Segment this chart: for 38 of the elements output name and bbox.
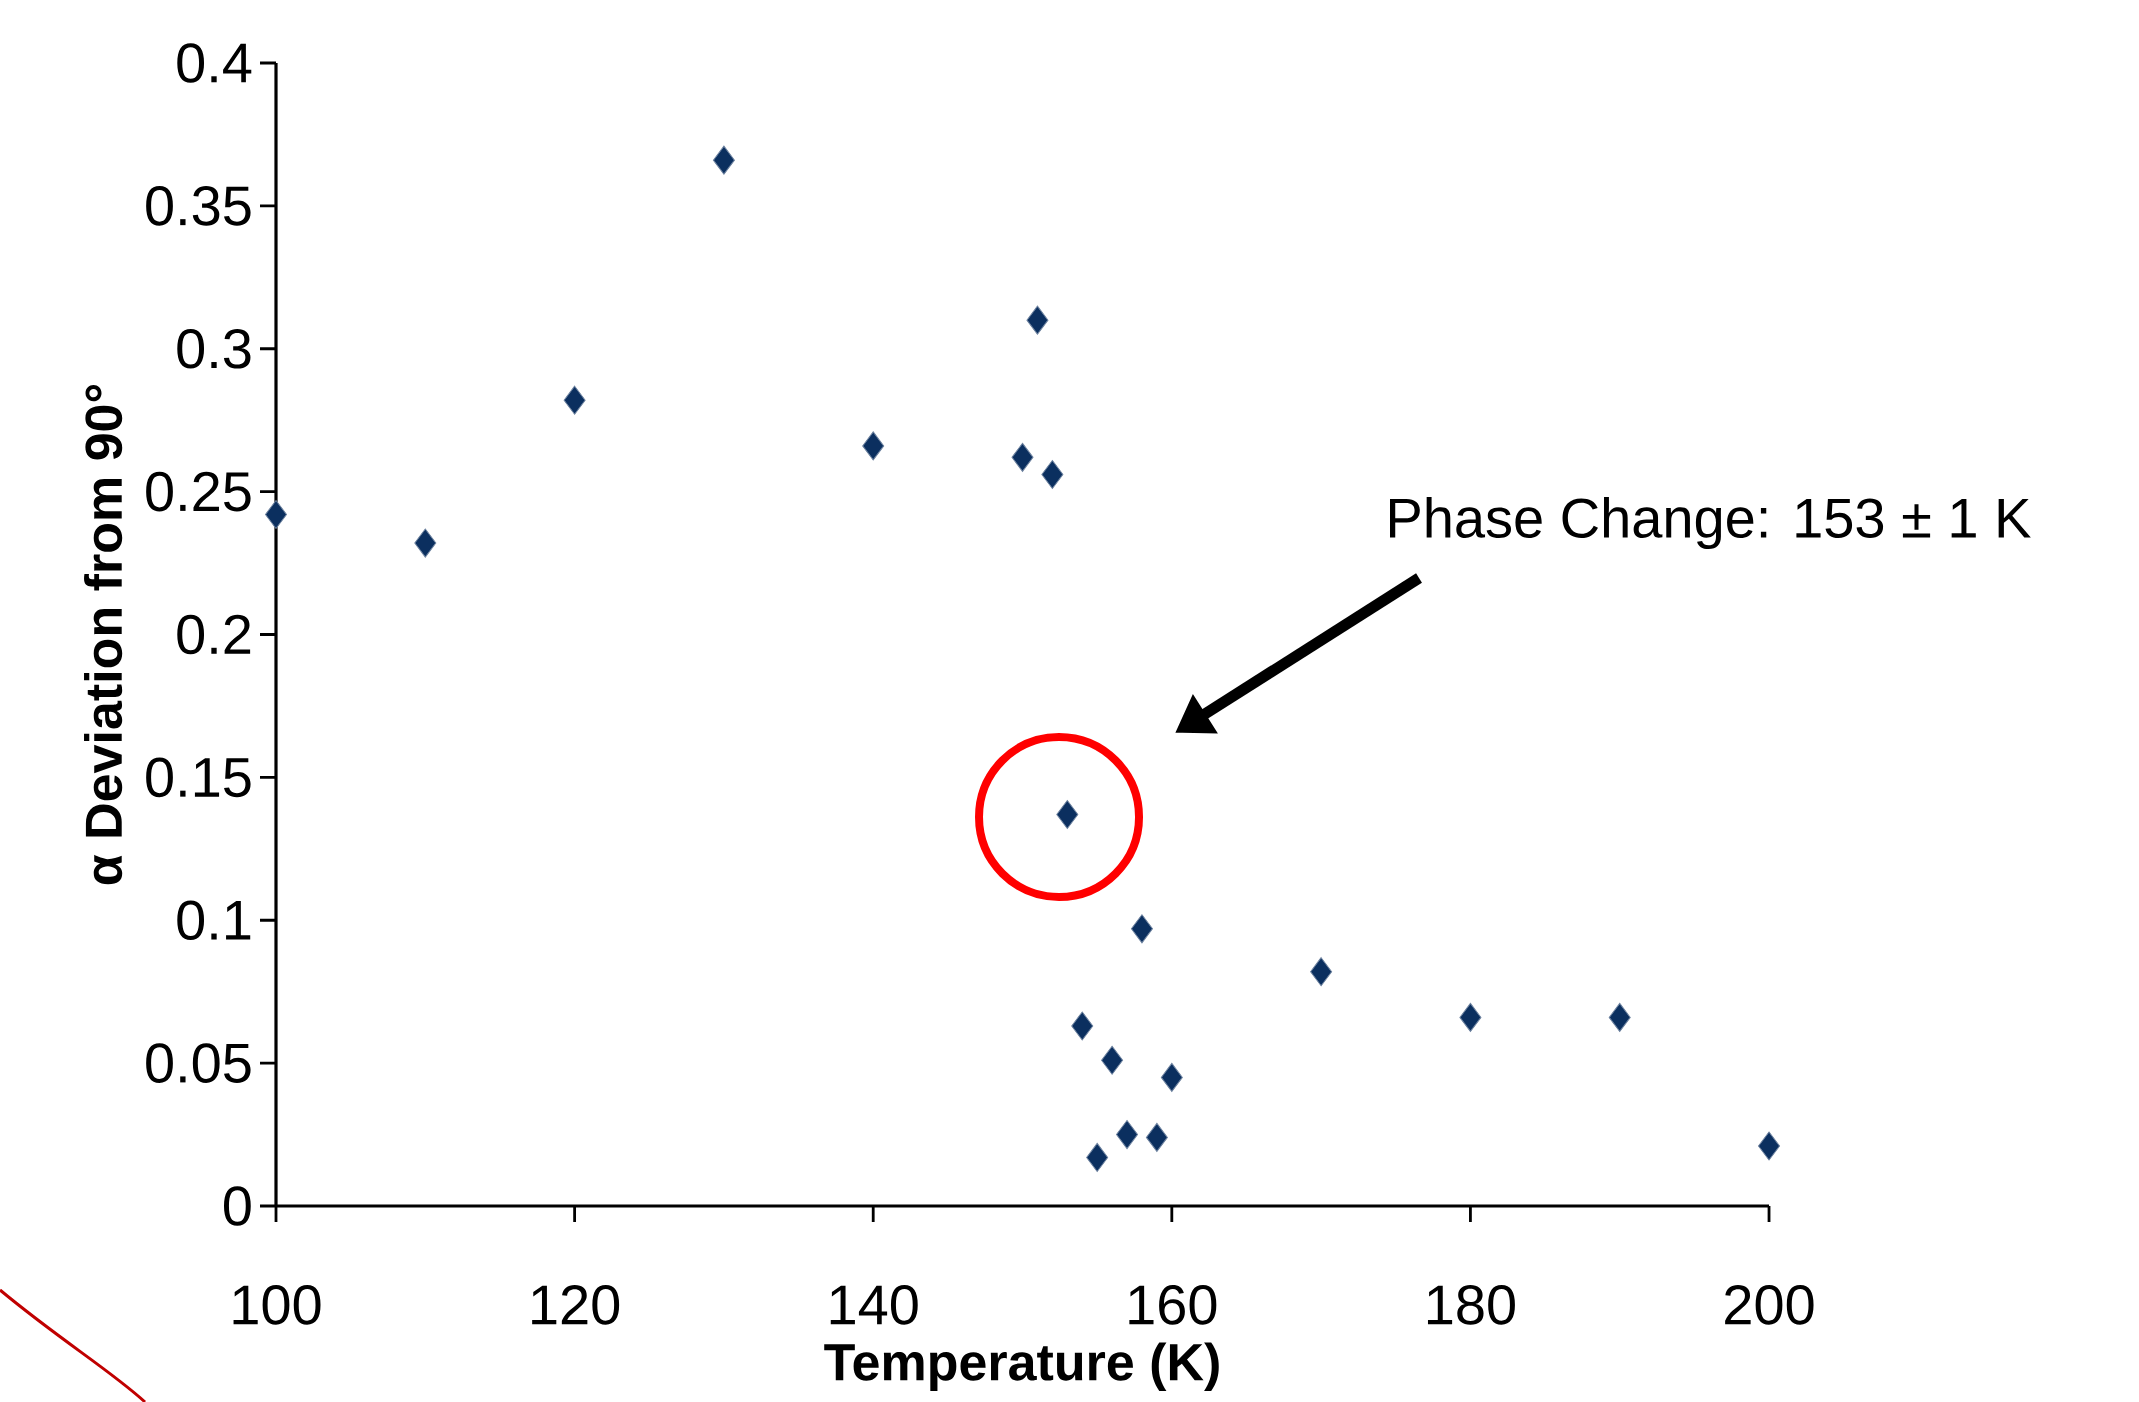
point [1026,305,1049,335]
point [1011,442,1034,472]
x-tick-label: 140 [830,1285,918,1325]
annotation: Phase Change: 153 ± 1 K [1390,496,2031,550]
point [1041,459,1064,489]
point [265,499,287,529]
y-tick-label: 0.4 [177,43,252,83]
point [1310,957,1333,987]
y-tick-label: 0 [223,1186,251,1226]
point [1130,914,1153,944]
point [1608,1002,1631,1032]
x-tick-label: 160 [1129,1285,1217,1325]
x-tick-label: 100 [233,1285,321,1325]
point [1145,1122,1168,1152]
y-tick-label: 0.1 [177,900,251,941]
y-tick-label: 0.35 [146,186,251,226]
y-tick-label: 0.15 [146,757,251,798]
point [862,431,885,461]
x-tick-label: 120 [532,1285,620,1325]
point [712,145,735,175]
y-tick-label: 0.05 [146,1043,251,1083]
y-tick-label: 0.2 [177,614,251,655]
point [1086,1142,1109,1172]
point [1116,1120,1139,1150]
y-tick-label: 0.3 [177,328,251,369]
point [1071,1011,1094,1041]
x-tick-label: 200 [1725,1285,1814,1325]
x-tick-label: 180 [1427,1285,1515,1325]
point [1459,1002,1482,1032]
point [1056,800,1079,830]
y-tick-label: 0.25 [146,471,251,512]
point [563,385,586,415]
x-axis-title: Temperature (K) [824,1342,1219,1391]
point [1101,1045,1124,1075]
point [1160,1062,1183,1092]
point [414,528,437,558]
point [1758,1131,1781,1161]
y-axis-title: α Deviation from 90° [84,384,123,885]
